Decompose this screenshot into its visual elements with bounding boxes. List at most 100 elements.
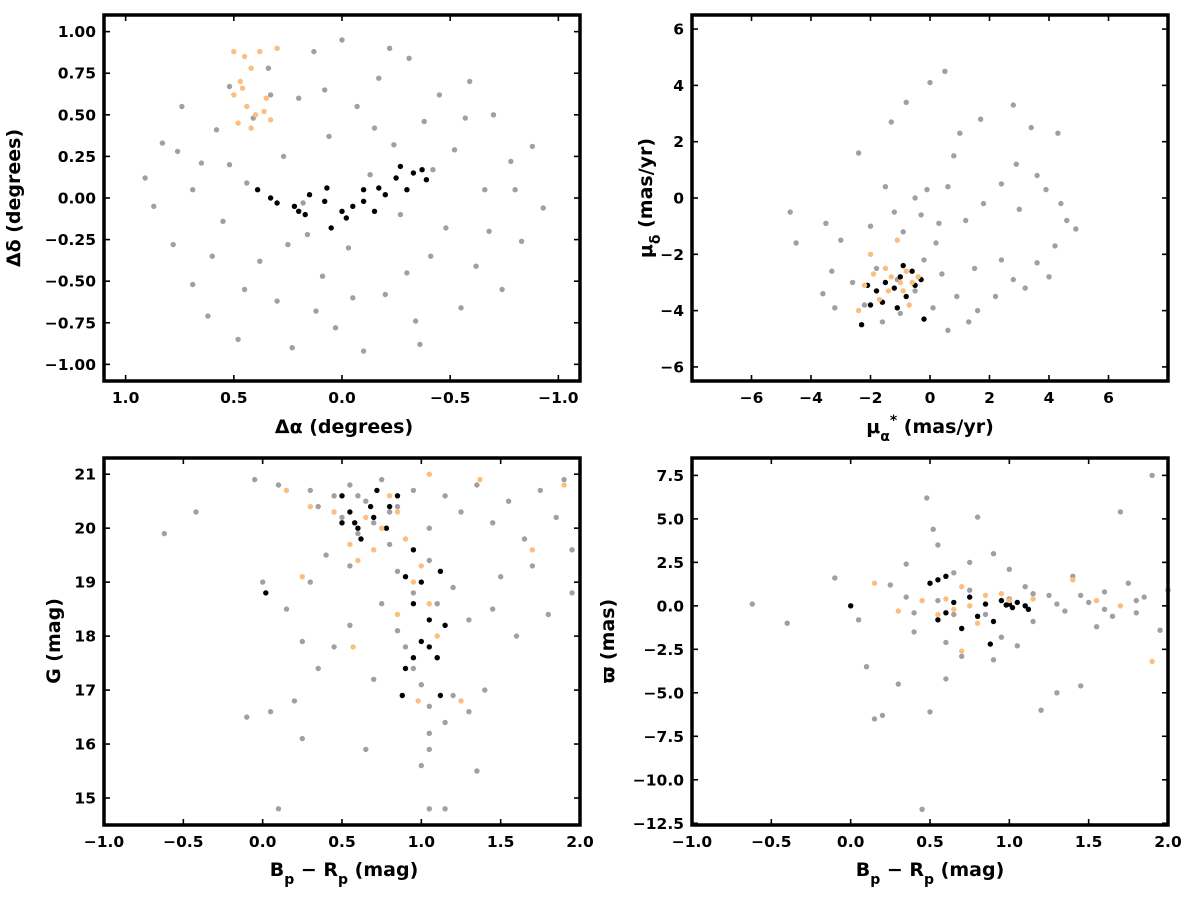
field-star-point [331,644,337,650]
field-star-point [1125,580,1132,586]
member-star-point [374,487,380,494]
highlight-star-point [331,509,337,515]
y-tick-label: 21 [74,466,96,484]
highlight-star-point [350,644,356,650]
member-star-point [410,601,417,607]
field-star-point [959,653,965,659]
field-star-point [436,92,443,98]
highlight-star-point [1149,658,1155,665]
x-tick-label: −0.5 [430,389,470,407]
member-star-point [873,288,880,294]
field-star-point [508,158,514,165]
field-star-point [280,153,287,160]
field-star-point [499,286,505,293]
field-star-point [980,200,987,207]
y-tick-label: −5.0 [644,684,685,702]
field-star-point [451,147,458,153]
field-star-point [235,336,241,343]
field-star-point [793,240,799,246]
field-star-point [345,245,352,251]
field-star-point [749,601,755,607]
x-tick-label: 0 [925,389,936,407]
field-star-point [897,310,903,317]
highlight-star-point [871,580,878,586]
field-star-point [458,305,464,311]
x-tick-label: −0.5 [751,833,791,851]
highlight-star-point [906,302,912,308]
field-star-point [205,313,211,319]
field-star-point [354,103,360,110]
member-star-point [402,574,409,580]
field-star-point [275,806,282,812]
field-star-point [823,220,829,226]
field-star-point [434,601,440,607]
field-star-point [315,503,321,510]
member-star-point [404,187,410,193]
field-star-point [371,676,377,682]
highlight-star-point [1030,596,1036,602]
field-star-point [1034,260,1040,266]
member-star-point [383,525,390,531]
highlight-star-point [248,65,254,71]
field-star-point [418,762,424,769]
field-star-point [513,633,520,639]
highlight-star-point [402,536,409,542]
field-star-point [490,606,496,612]
field-star-point [787,209,793,215]
highlight-star-point [477,476,483,483]
field-star-point [226,83,233,90]
field-star-point [265,65,272,71]
field-star-point [888,119,894,125]
member-star-point [263,590,269,596]
y-axis-label: ϖ (mas) [597,599,619,683]
field-star-point [569,547,575,553]
y-tick-label: 5.0 [657,510,685,528]
field-star-point [982,611,989,618]
field-star-point [1133,597,1140,604]
field-star-point [887,582,893,588]
x-tick-label: 2.0 [566,833,594,851]
field-star-point [315,665,321,672]
highlight-star-point [943,596,949,602]
member-star-point [935,617,941,623]
highlight-star-point [1093,597,1100,604]
member-star-point [399,692,405,699]
member-star-point [967,594,973,600]
field-star-point [442,806,448,812]
highlight-star-point [909,279,915,286]
member-star-point [352,520,358,526]
field-star-point [1010,102,1016,108]
field-star-point [912,288,918,294]
highlight-star-point [974,620,981,626]
field-star-point [1101,589,1108,595]
field-star-point [347,482,353,488]
member-star-point [254,187,261,193]
field-star-point [151,203,157,209]
field-star-point [410,590,417,596]
field-star-point [299,638,305,645]
field-star-point [903,561,909,567]
field-star-point [1046,592,1052,599]
field-star-point [537,487,543,494]
highlight-star-point [257,48,263,55]
highlight-star-point [283,487,290,494]
field-star-point [1117,509,1124,515]
y-tick-label: 0.00 [58,190,96,208]
field-star-point [322,87,328,93]
highlight-star-point [895,608,901,614]
field-star-point [300,200,306,206]
highlight-star-point [919,597,925,604]
y-tick-label: 7.5 [657,467,684,485]
member-star-point [1025,606,1032,612]
field-star-point [553,514,559,521]
member-star-point [274,200,280,206]
field-star-point [971,265,978,272]
field-star-point [990,657,997,663]
field-star-point [1101,606,1108,612]
field-star-point [417,341,423,348]
highlight-star-point [900,288,906,294]
field-star-point [1028,124,1034,131]
field-star-point [450,692,456,699]
x-axis-label: Δα (degrees) [275,416,413,438]
highlight-star-point [307,503,313,510]
